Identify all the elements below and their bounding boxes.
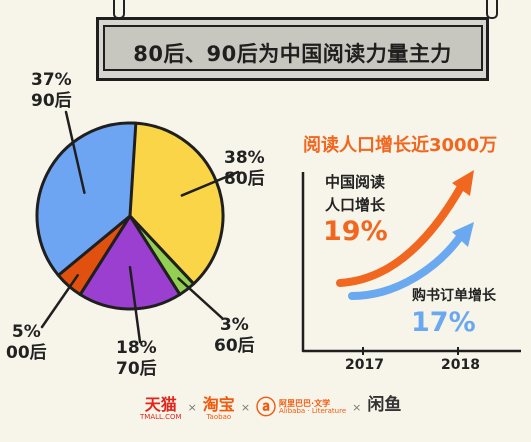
tmall-logo: 天猫 TMALL.COM xyxy=(140,395,182,421)
leader-line xyxy=(180,170,240,197)
partner-logos: 天猫 TMALL.COM × 淘宝 Taobao × ⓐ 阿里巴巴·文学 Ali… xyxy=(140,395,402,421)
chart-title: 80后、90后为中国阅读力量主力 xyxy=(133,42,452,66)
leader-line xyxy=(128,265,142,344)
book-orders-label: 购书订单增长 xyxy=(412,288,496,304)
alibaba-icon: ⓐ xyxy=(256,395,277,419)
xianyu-logo: 闲鱼 xyxy=(367,395,402,415)
x-tick-2018: 2018 xyxy=(441,357,480,373)
leader-line xyxy=(64,110,86,195)
alibaba-literature-logo: ⓐ 阿里巴巴·文学 Alibaba · Literature xyxy=(256,395,347,419)
slice-label-70s: 18% 70后 xyxy=(116,338,157,379)
series-reading-population-arrowhead xyxy=(452,170,474,196)
x-tick-2017: 2017 xyxy=(345,357,384,373)
slice-label-80s: 38% 80后 xyxy=(224,148,265,189)
slice-90s xyxy=(35,121,138,277)
slice-70s xyxy=(78,214,182,311)
slice-label-60s: 3% 60后 xyxy=(214,315,255,356)
series-book-orders-arrowhead xyxy=(452,222,474,247)
reading-population-label: 中国阅读 人口增长 xyxy=(325,173,386,214)
hanging-hook-right xyxy=(486,0,498,19)
slice-label-00s: 5% 00后 xyxy=(6,322,47,363)
leader-line xyxy=(177,277,224,320)
axis-lines xyxy=(301,172,521,353)
reading-population-value: 19% xyxy=(323,216,388,247)
slice-label-90s: 37% 90后 xyxy=(31,70,72,111)
taobao-logo: 淘宝 Taobao xyxy=(202,395,235,421)
book-orders-value: 17% xyxy=(411,307,476,338)
series-book-orders-line xyxy=(348,230,466,300)
series-reading-population-line xyxy=(336,181,466,287)
leader-line xyxy=(40,274,79,329)
title-board: 80后、90后为中国阅读力量主力 xyxy=(96,17,489,81)
trend-headline: 阅读人口增长近3000万 xyxy=(303,135,498,156)
